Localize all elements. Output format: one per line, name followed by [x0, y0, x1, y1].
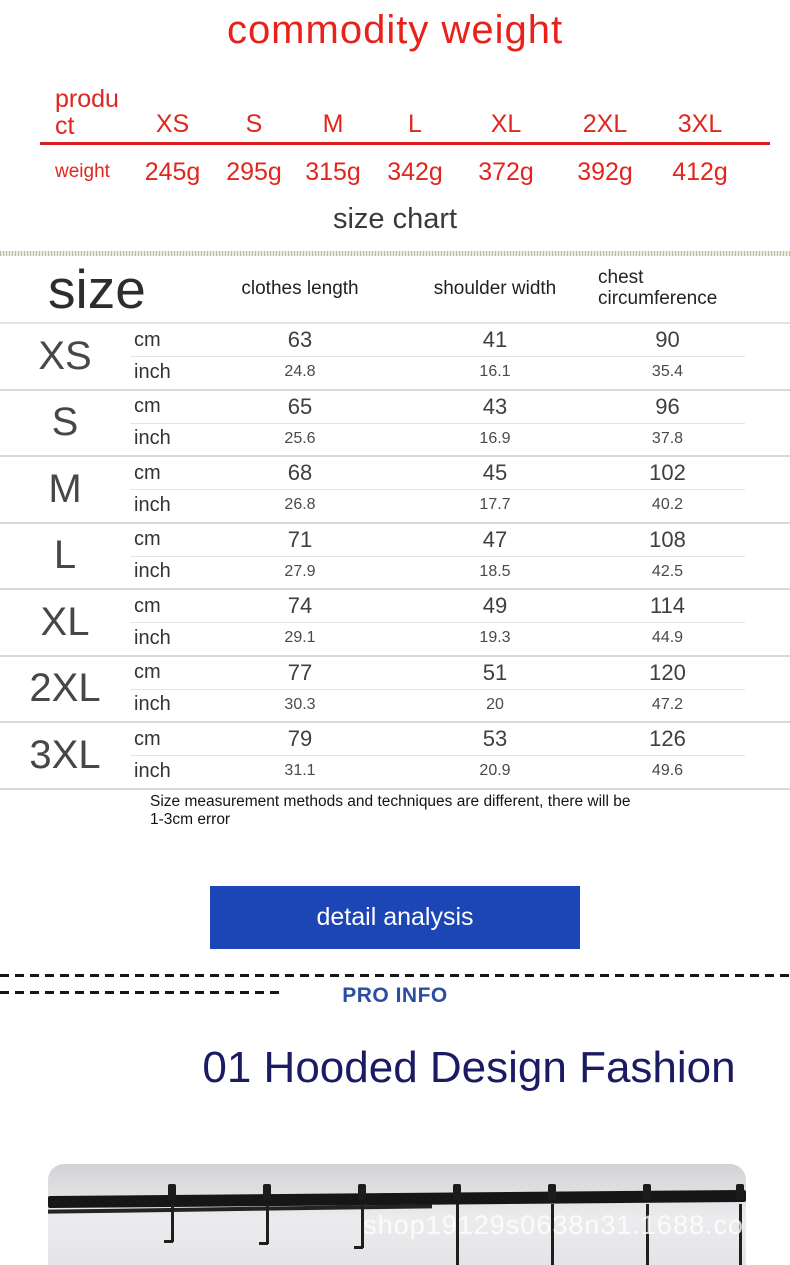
rail-clip [548, 1184, 556, 1200]
hook-foot [164, 1240, 173, 1243]
shop-watermark: shop19129s0638n31.1688.co [363, 1210, 744, 1240]
size-chart-header: size clothes length shoulder width chest… [0, 256, 790, 324]
weight-value-xs: 245g [144, 157, 201, 186]
product-photo: shop19129s0638n31.1688.co [48, 1164, 746, 1265]
size-row-xl: XL cm inch 74 29.1 49 19.3 114 44.9 [0, 590, 790, 657]
hanging-hook [171, 1204, 174, 1242]
size-row-s: S cm inch 65 25.6 43 16.9 96 37.8 [0, 391, 790, 457]
size-chart-body: XS cm inch 63 24.8 41 16.1 90 35.4 S cm [0, 324, 790, 790]
weight-table-divider [40, 142, 770, 145]
hanging-hook [456, 1204, 459, 1265]
size-header-m: M [322, 110, 344, 138]
unit-cm-label: cm [134, 395, 161, 417]
unit-inch-label: inch [134, 427, 171, 449]
pro-info-label: PRO INFO [342, 984, 448, 1007]
detail-analysis-button[interactable]: detail analysis [210, 886, 580, 949]
unit-cm-label: cm [134, 727, 161, 750]
texture-divider [0, 251, 790, 256]
commodity-weight-title: commodity weight [226, 8, 564, 52]
weight-value-m: 315g [305, 157, 361, 186]
unit-cm-label: cm [134, 328, 161, 351]
size-header-xs: XS [155, 110, 190, 138]
section-heading: 01 Hooded Design Fashion [202, 1043, 736, 1092]
hook-foot [354, 1246, 363, 1249]
size-row-3xl: 3XL cm inch 79 31.1 53 20.9 126 49.6 [0, 723, 790, 790]
hook-foot [259, 1242, 268, 1245]
size-note: Size measurement methods and techniques … [150, 793, 631, 828]
rail-clip [168, 1184, 176, 1200]
size-header-xl: XL [490, 110, 522, 138]
unit-cm-label: cm [134, 461, 161, 484]
cm-row-divider [130, 356, 745, 357]
cm-row-divider [130, 555, 745, 557]
rail-clip [453, 1184, 461, 1200]
size-row-l: L cm inch 71 27.9 47 18.5 108 42.5 [0, 524, 790, 590]
cm-row-divider [130, 622, 745, 623]
unit-inch-label: inch [134, 360, 171, 383]
size-row-xs: XS cm inch 63 24.8 41 16.1 90 35.4 [0, 324, 790, 391]
unit-inch-label: inch [134, 626, 171, 649]
cm-row-divider [130, 755, 745, 756]
weight-value-xl: 372g [478, 157, 534, 186]
weight-table-header: product XS S M L XL 2XL 3XL [55, 80, 745, 140]
cm-row-divider [130, 688, 745, 690]
size-header-l: L [408, 110, 422, 138]
size-column-header: size [48, 257, 146, 320]
unit-cm-label: cm [134, 528, 161, 550]
dashed-divider-top [0, 974, 790, 977]
weight-value-l: 342g [387, 157, 443, 186]
unit-cm-label: cm [134, 594, 161, 617]
weight-value-3xl: 412g [672, 157, 728, 186]
unit-inch-label: inch [134, 560, 171, 582]
unit-cm-label: cm [134, 661, 161, 683]
unit-inch-label: inch [134, 693, 171, 715]
weight-table-values: weight 245g 295g 315g 342g 372g 392g 412… [55, 152, 745, 192]
hanging-hook [551, 1204, 554, 1265]
cm-row-divider [130, 489, 745, 490]
unit-inch-label: inch [134, 493, 171, 516]
size-row-2xl: 2XL cm inch 77 30.3 51 20 120 47.2 [0, 657, 790, 723]
weight-value-s: 295g [226, 157, 282, 186]
weight-row-label: weight [55, 161, 110, 182]
size-header-3xl: 3XL [677, 110, 723, 138]
hanging-hook [266, 1204, 269, 1244]
weight-value-2xl: 392g [577, 157, 633, 186]
hanging-hook [361, 1204, 364, 1248]
unit-inch-label: inch [134, 759, 171, 782]
rail-clip [358, 1184, 366, 1200]
chest-circumference-header: chest circumference [598, 267, 718, 309]
rail-clip [263, 1184, 271, 1200]
size-header-s: S [245, 110, 263, 138]
dashed-divider-short [0, 991, 283, 994]
rail-clip [643, 1184, 651, 1200]
clothes-length-header: clothes length [241, 278, 359, 299]
product-column-label: product [55, 85, 119, 140]
hanging-hook [646, 1204, 649, 1265]
size-header-2xl: 2XL [582, 110, 628, 138]
size-row-m: M cm inch 68 26.8 45 17.7 102 40.2 [0, 457, 790, 524]
rail-clip [736, 1184, 744, 1200]
shoulder-width-header: shoulder width [433, 278, 557, 299]
cm-row-divider [130, 422, 745, 424]
hanging-hook [739, 1204, 742, 1265]
size-chart-title: size chart [332, 203, 458, 235]
